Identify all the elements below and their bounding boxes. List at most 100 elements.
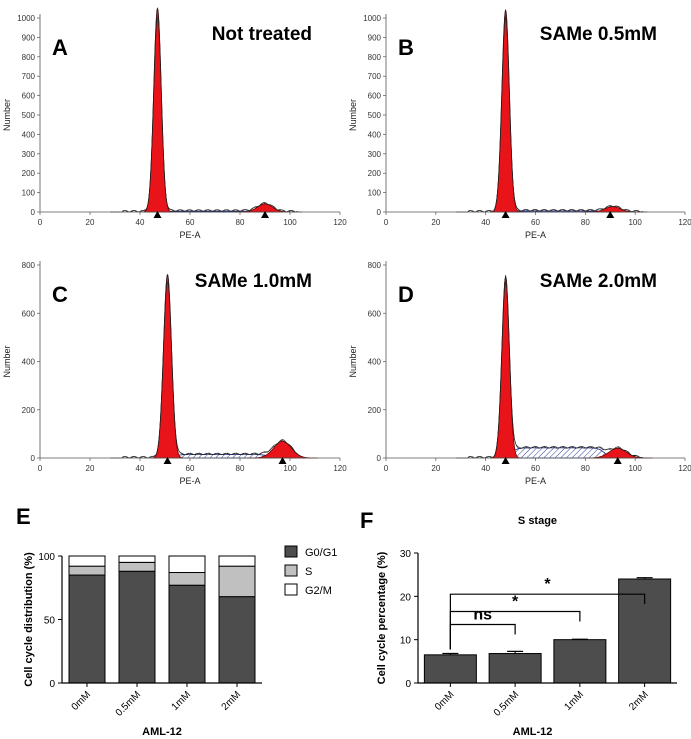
stacked-bar-s bbox=[118, 561, 156, 572]
y-tick-label: 0 bbox=[377, 454, 382, 463]
x-tick-label: 0 bbox=[38, 218, 43, 227]
bar bbox=[553, 639, 607, 684]
stacked-bar-g2-m bbox=[218, 555, 256, 567]
panel-title-A: Not treated bbox=[212, 24, 312, 45]
stacked-bar-g2-m bbox=[168, 555, 206, 574]
histogram-data-trace-B bbox=[455, 9, 648, 213]
panel-label-C: C bbox=[52, 282, 68, 307]
x-axis-label: PE-A bbox=[179, 230, 200, 240]
stacked-bar-s bbox=[68, 565, 106, 576]
y-tick-label: 600 bbox=[22, 309, 36, 318]
y-tick-label: 300 bbox=[22, 150, 36, 159]
x-axis-label: AML-12 bbox=[142, 726, 182, 738]
y-tick-label: 10 bbox=[400, 636, 412, 647]
x-tick-label: 20 bbox=[86, 464, 95, 473]
x-tick-label: 120 bbox=[333, 218, 347, 227]
x-tick-label: 0.5mM bbox=[492, 689, 521, 718]
x-tick-label: 20 bbox=[431, 218, 440, 227]
y-tick-label: 0 bbox=[405, 679, 411, 690]
y-tick-label: 100 bbox=[22, 189, 36, 198]
histogram-data-trace-B bbox=[455, 16, 648, 213]
x-tick-label: 120 bbox=[333, 464, 347, 473]
y-tick-label: 800 bbox=[22, 53, 36, 62]
y-tick-label: 600 bbox=[368, 309, 382, 318]
x-tick-label: 0mM bbox=[70, 689, 94, 713]
x-tick-label: 2mM bbox=[627, 689, 651, 713]
significance-bracket bbox=[449, 623, 516, 650]
y-tick-label: 1000 bbox=[17, 14, 35, 23]
x-tick-label: 100 bbox=[628, 218, 642, 227]
panel-label-F: F bbox=[360, 508, 373, 533]
y-tick-label: 0 bbox=[31, 208, 36, 217]
significance-label: ns bbox=[473, 607, 492, 624]
legend-swatch bbox=[284, 564, 298, 577]
y-tick-label: 600 bbox=[22, 92, 36, 101]
y-tick-label: 200 bbox=[22, 406, 36, 415]
x-tick-label: 1mM bbox=[562, 689, 586, 713]
y-tick-label: 400 bbox=[368, 130, 382, 139]
histogram-g2-peak-A bbox=[235, 203, 295, 213]
histogram-g1-peak-D bbox=[490, 276, 521, 459]
x-tick-label: 120 bbox=[678, 218, 691, 227]
histogram-data-trace-A bbox=[110, 17, 302, 213]
histogram-g1-peak-A bbox=[142, 7, 173, 213]
peak-marker-triangle bbox=[163, 457, 172, 464]
x-tick-label: 0 bbox=[38, 464, 43, 473]
y-tick-label: 200 bbox=[368, 406, 382, 415]
peak-marker-triangle bbox=[501, 457, 510, 464]
peak-marker-triangle bbox=[261, 211, 269, 218]
x-tick-label: 20 bbox=[431, 464, 440, 473]
x-axis-label: PE-A bbox=[179, 476, 200, 486]
y-tick-label: 0 bbox=[49, 679, 55, 690]
x-tick-label: 2mM bbox=[220, 689, 244, 713]
x-tick-label: 0mM bbox=[433, 689, 457, 713]
x-tick-label: 100 bbox=[628, 464, 642, 473]
x-tick-label: 80 bbox=[581, 464, 590, 473]
y-axis-label: Number bbox=[2, 345, 12, 377]
chart-title: S stage bbox=[518, 515, 557, 527]
y-tick-label: 30 bbox=[400, 549, 412, 560]
y-tick-label: 0 bbox=[377, 208, 382, 217]
panel-label-D: D bbox=[398, 282, 414, 307]
y-tick-label: 400 bbox=[22, 130, 36, 139]
panel-title-D: SAMe 2.0mM bbox=[540, 271, 657, 292]
x-tick-label: 1mM bbox=[170, 689, 194, 713]
legend-swatch bbox=[284, 583, 298, 596]
x-tick-label: 100 bbox=[283, 218, 297, 227]
histogram-g1-peak-B bbox=[490, 9, 521, 213]
histogram-data-trace-C bbox=[110, 281, 303, 459]
x-tick-label: 60 bbox=[186, 464, 195, 473]
x-tick-label: 120 bbox=[678, 464, 691, 473]
x-axis-label: PE-A bbox=[525, 476, 546, 486]
stacked-bar-g2-m bbox=[68, 555, 106, 567]
x-tick-label: 100 bbox=[283, 464, 297, 473]
peak-marker-triangle bbox=[153, 211, 162, 218]
legend-swatch bbox=[284, 545, 298, 558]
peak-marker-triangle bbox=[606, 211, 615, 218]
y-tick-label: 100 bbox=[38, 552, 55, 563]
stacked-bar-g0-g1 bbox=[118, 570, 156, 684]
y-tick-label: 100 bbox=[368, 189, 382, 198]
histogram-data-trace-D bbox=[455, 281, 648, 459]
peak-marker-triangle bbox=[613, 457, 622, 464]
x-tick-label: 0.5mM bbox=[114, 689, 143, 718]
y-tick-label: 0 bbox=[31, 454, 36, 463]
histogram-data-trace-A bbox=[110, 9, 302, 213]
y-tick-label: 700 bbox=[22, 72, 36, 81]
y-tick-label: 1000 bbox=[363, 14, 381, 23]
legend-label: G2/M bbox=[305, 585, 332, 597]
x-tick-label: 40 bbox=[136, 464, 145, 473]
significance-bracket bbox=[449, 593, 646, 650]
x-tick-label: 40 bbox=[481, 464, 490, 473]
bar bbox=[423, 654, 477, 684]
y-tick-label: 800 bbox=[368, 53, 382, 62]
y-tick-label: 20 bbox=[400, 592, 412, 603]
legend-label: G0/G1 bbox=[305, 547, 337, 559]
y-tick-label: 700 bbox=[368, 72, 382, 81]
x-tick-label: 60 bbox=[531, 218, 540, 227]
y-tick-label: 800 bbox=[368, 261, 382, 270]
stacked-bar-g2-m bbox=[118, 555, 156, 563]
y-tick-label: 600 bbox=[368, 92, 382, 101]
x-axis-label: PE-A bbox=[525, 230, 546, 240]
